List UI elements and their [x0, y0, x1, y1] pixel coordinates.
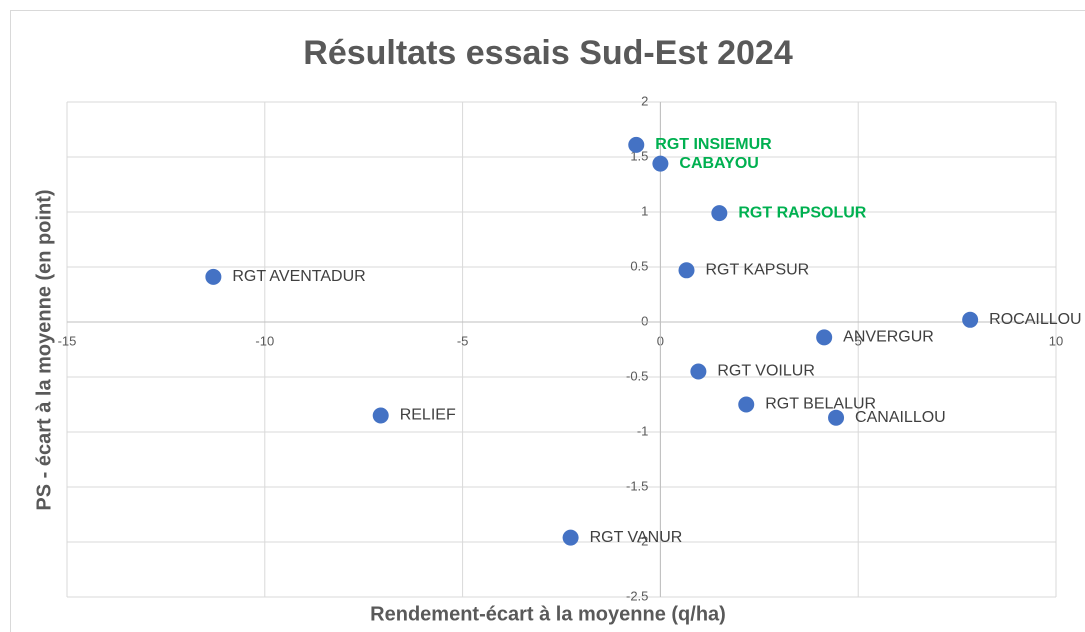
point-label: RGT VOILUR	[717, 363, 815, 380]
point	[738, 396, 755, 413]
point	[652, 155, 669, 172]
point-label: RGT BELALUR	[765, 396, 876, 413]
point-label: CANAILLOU	[855, 409, 946, 426]
point-label: ANVERGUR	[843, 329, 934, 346]
point-label: RGT VANUR	[590, 529, 683, 546]
y-tick-label: -2	[637, 533, 649, 548]
y-tick-label: -1	[637, 423, 649, 438]
point-label: ROCAILLOU	[989, 311, 1081, 328]
point	[628, 136, 645, 153]
x-axis-title: Rendement-écart à la moyenne (q/ha)	[370, 603, 726, 625]
point-label: CABAYOU	[679, 155, 758, 172]
x-tick-label: 10	[1049, 333, 1063, 348]
x-tick-label: -10	[255, 333, 274, 348]
point-label: RGT INSIEMUR	[655, 136, 772, 153]
point-label: RELIEF	[400, 407, 456, 424]
point	[690, 363, 707, 380]
chart-border	[10, 10, 1085, 632]
point	[372, 407, 389, 424]
point-label: RGT AVENTADUR	[232, 268, 365, 285]
chart-title: Résultats essais Sud-Est 2024	[303, 34, 793, 72]
point	[711, 205, 728, 222]
y-axis-title: PS - écart à la moyenne (en point)	[33, 189, 55, 510]
point	[828, 409, 845, 426]
y-tick-label: -1.5	[626, 478, 648, 493]
y-tick-label: -0.5	[626, 368, 648, 383]
y-tick-label: 0.5	[630, 258, 648, 273]
x-tick-label: -15	[58, 333, 77, 348]
y-tick-label: 1	[641, 203, 648, 218]
y-tick-label: 0	[641, 313, 648, 328]
point	[562, 529, 579, 546]
y-tick-label: -2.5	[626, 588, 648, 603]
point	[205, 268, 222, 285]
point	[962, 311, 979, 328]
x-tick-label: -5	[457, 333, 469, 348]
point	[678, 262, 695, 279]
point-label: RGT KAPSUR	[706, 262, 810, 279]
point-label: RGT RAPSOLUR	[738, 204, 866, 221]
y-tick-label: 2	[641, 93, 648, 108]
x-tick-label: 5	[855, 333, 862, 348]
point	[816, 329, 833, 346]
